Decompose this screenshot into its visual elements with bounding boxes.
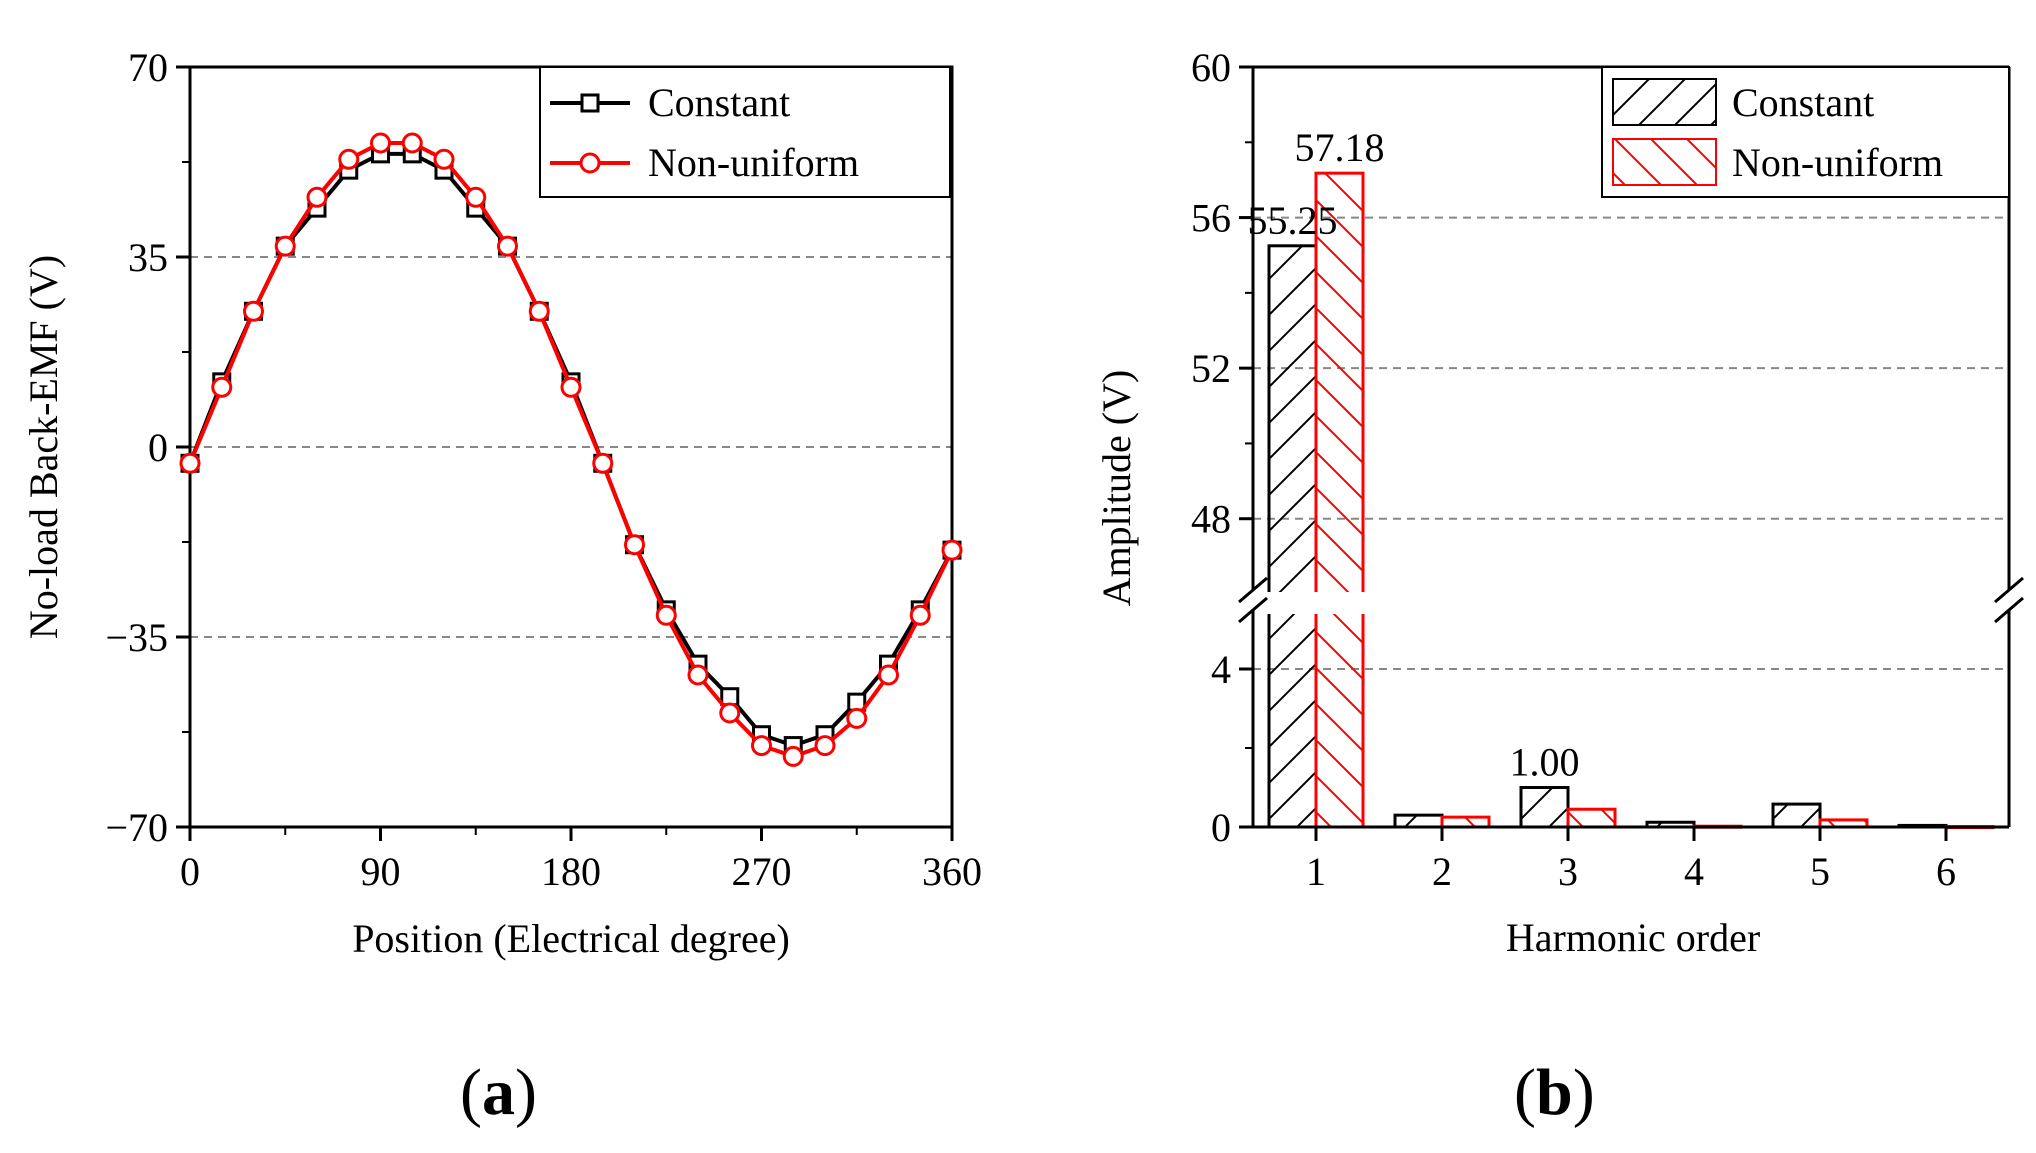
legend-label-non-uniform: Non-uniform: [1732, 140, 1943, 185]
y-tick-label: −70: [105, 805, 168, 850]
break-mark-right: [1994, 596, 2024, 624]
data-point-non-uniform: [878, 664, 899, 686]
bar-non-uniform: [1314, 171, 1365, 829]
legend-label-non-uniform: Non-uniform: [648, 140, 859, 185]
x-tick-label: 3: [1558, 849, 1578, 894]
x-axis-title: Position (Electrical degree): [352, 916, 790, 961]
y-tick-label: 4: [1211, 647, 1231, 692]
grid-lines: [1253, 216, 2009, 670]
x-tick-label: 0: [180, 849, 200, 894]
x-tick-label: 90: [361, 849, 401, 894]
data-labels: 55.25 57.18 1.00: [1248, 125, 1580, 784]
caption-b: (b): [1514, 1056, 1595, 1129]
data-point-non-uniform: [846, 707, 868, 729]
break-mark-left: [1238, 596, 1268, 624]
data-point-non-uniform: [751, 735, 772, 757]
grid-lines: [190, 256, 952, 638]
y-tick-label: 60: [1191, 45, 1231, 90]
data-point-non-uniform: [306, 186, 328, 208]
data-point-non-uniform: [243, 300, 264, 322]
data-point-non-uniform: [909, 604, 931, 626]
data-point-non-uniform: [211, 376, 233, 398]
data-point-non-uniform: [624, 534, 645, 556]
data-point-non-uniform: [719, 702, 741, 724]
bar-constant: [1267, 244, 1318, 829]
data-point-non-uniform: [401, 132, 423, 154]
y-tick-label: 0: [148, 425, 168, 470]
legend-label-constant: Constant: [648, 80, 790, 125]
data-label: 1.00: [1510, 740, 1580, 785]
data-point-non-uniform: [782, 745, 804, 767]
bar-constant: [1771, 802, 1822, 829]
data-point-non-uniform: [814, 735, 836, 757]
y-tick-label: 52: [1191, 346, 1231, 391]
data-point-non-uniform: [179, 452, 201, 474]
y-tick-label: 0: [1211, 805, 1231, 850]
bar-constant: [1393, 813, 1444, 829]
y-tick-label: 56: [1191, 196, 1231, 241]
axis-break-gap: [1249, 592, 1365, 614]
legend-swatch-constant: [1612, 78, 1717, 126]
x-tick-label: 6: [1936, 849, 1956, 894]
legend-marker-circle: [579, 152, 601, 174]
break-mark-left: [1238, 576, 1268, 604]
x-tick-label: 180: [541, 849, 601, 894]
series-line-constant: [188, 151, 954, 748]
y-tick-label: 48: [1191, 497, 1231, 542]
bar-constant: [1519, 786, 1570, 829]
data-point-non-uniform: [687, 664, 709, 686]
legend-marker-square: [580, 93, 600, 113]
data-point-non-uniform: [592, 452, 614, 474]
y-axis-title: No-load Back-EMF (V): [21, 255, 66, 639]
legend-label-constant: Constant: [1732, 80, 1874, 125]
data-point-non-uniform: [370, 132, 391, 154]
series-lines: [179, 132, 963, 767]
data-point-non-uniform: [433, 148, 455, 170]
data-point-non-uniform: [274, 235, 296, 257]
data-point-non-uniform: [528, 300, 550, 322]
x-tick-label: 1: [1306, 849, 1326, 894]
bars: [1249, 171, 1995, 830]
y-axis-title: Amplitude (V): [1094, 370, 1139, 607]
chart-back-emf: 0 90 180 270 360 −70 −35 0 35 70 Position (Electr…: [21, 45, 982, 961]
axis-ticks: 0 90 180 270 360 −70 −35 0 35 70: [105, 45, 982, 894]
x-tick-label: 270: [732, 849, 792, 894]
data-point-constant: [720, 687, 740, 707]
x-tick-label: 5: [1810, 849, 1830, 894]
data-point-non-uniform: [941, 539, 963, 561]
series-line-non-uniform: [188, 141, 954, 759]
data-point-non-uniform: [497, 235, 518, 257]
legend: Constant Non-uniform: [1601, 66, 2010, 198]
break-mark-right: [1994, 576, 2024, 604]
x-tick-label: 4: [1684, 849, 1704, 894]
data-point-non-uniform: [465, 186, 487, 208]
legend: Constant Non-uniform: [539, 66, 951, 198]
caption-a: (a): [460, 1056, 537, 1129]
data-point-non-uniform: [560, 376, 582, 398]
bar-non-uniform: [1566, 807, 1617, 829]
x-tick-label: 2: [1432, 849, 1452, 894]
y-tick-label: 70: [128, 45, 168, 90]
data-point-non-uniform: [338, 148, 360, 170]
data-label: 55.25: [1248, 198, 1338, 243]
legend-swatch-non-uniform: [1612, 138, 1717, 186]
y-tick-label: 35: [128, 235, 168, 280]
legend-box: [539, 66, 951, 198]
y-tick-label: −35: [105, 615, 168, 660]
x-tick-label: 360: [922, 849, 982, 894]
x-axis-title: Harmonic order: [1506, 915, 1760, 960]
data-label: 57.18: [1295, 125, 1385, 170]
data-point-non-uniform: [655, 604, 677, 626]
